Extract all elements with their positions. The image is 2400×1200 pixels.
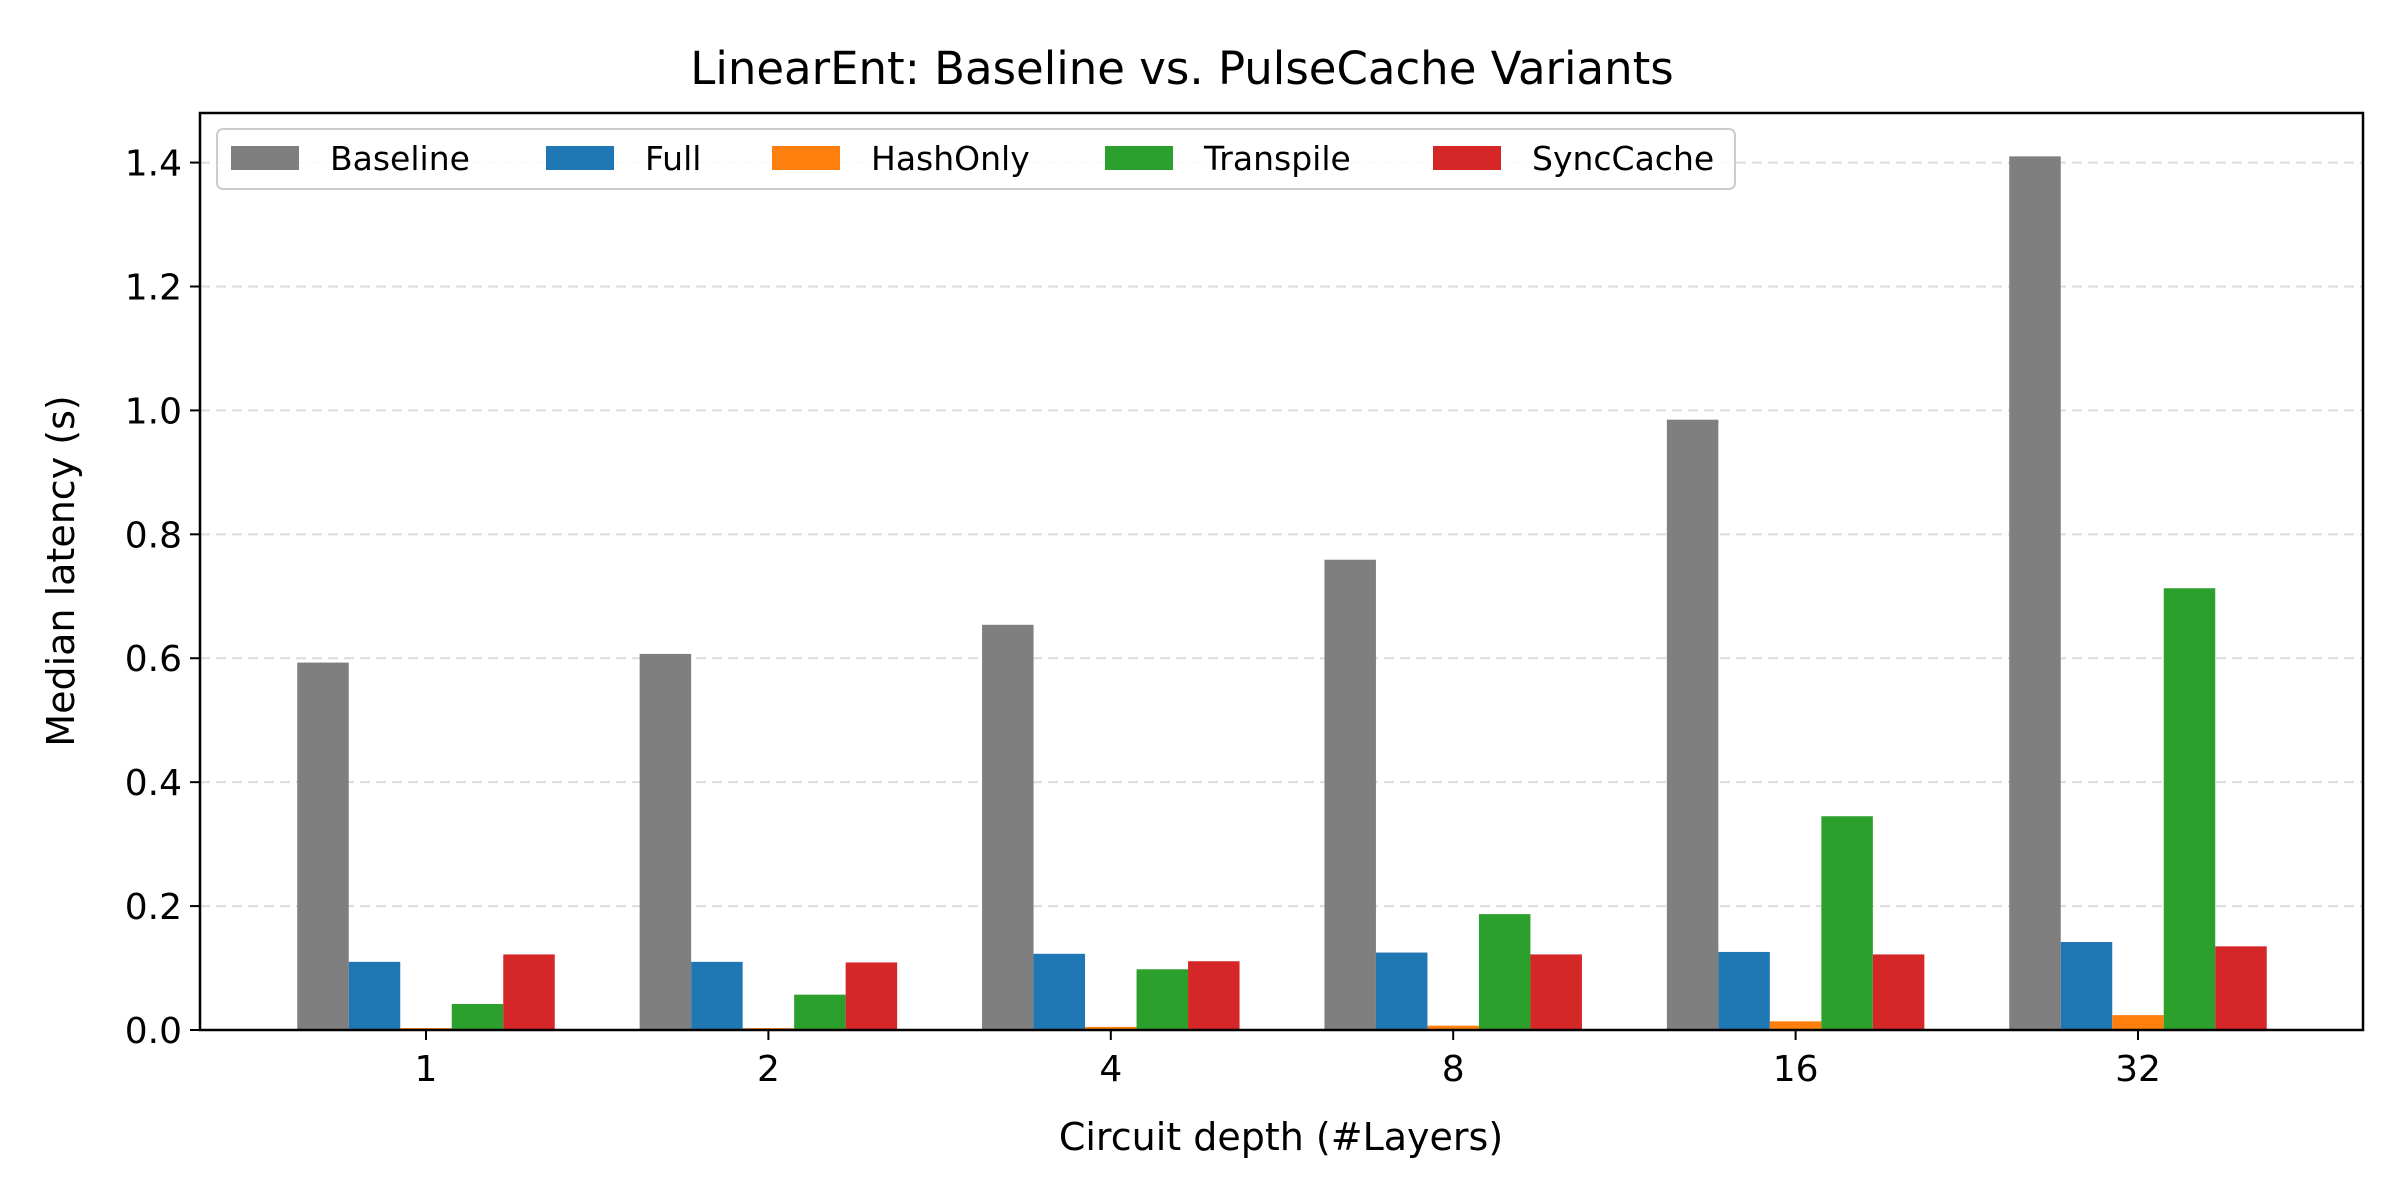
legend-label-transpile: Transpile xyxy=(1203,139,1351,178)
bar-synccache-2 xyxy=(845,962,898,1030)
legend-label-synccache: SyncCache xyxy=(1532,139,1714,178)
bar-hashonly-16 xyxy=(1769,1021,1822,1030)
bar-baseline-2 xyxy=(639,653,692,1030)
bar-synccache-32 xyxy=(2215,946,2267,1030)
bar-hashonly-4 xyxy=(1085,1026,1137,1030)
x-tick-label: 32 xyxy=(2115,1049,2161,1090)
legend-swatch-transpile xyxy=(1105,146,1173,170)
bar-full-2 xyxy=(691,961,743,1030)
bar-full-16 xyxy=(1718,951,1770,1030)
x-tick-label: 8 xyxy=(1442,1049,1465,1090)
x-tick-label: 16 xyxy=(1773,1049,1819,1090)
bar-transpile-1 xyxy=(451,1003,504,1030)
bar-transpile-16 xyxy=(1821,816,1873,1030)
bar-baseline-16 xyxy=(1666,419,1719,1030)
legend-swatch-hashonly xyxy=(772,146,840,170)
y-tick-label: 0.8 xyxy=(125,515,182,556)
bar-full-1 xyxy=(348,961,401,1030)
y-axis-ticks: 0.0 0.2 0.4 0.6 0.8 1.0 1.2 1.4 xyxy=(125,144,200,1052)
y-tick-label: 1.4 xyxy=(125,144,182,185)
bar-synccache-1 xyxy=(503,954,555,1030)
bar-transpile-4 xyxy=(1136,969,1189,1030)
bar-baseline-4 xyxy=(982,624,1034,1030)
legend-swatch-full xyxy=(546,146,614,170)
bar-full-8 xyxy=(1375,952,1428,1030)
bar-baseline-8 xyxy=(1324,559,1376,1030)
x-axis-ticks: 1 2 4 8 16 32 xyxy=(415,1030,2161,1090)
legend-label-baseline: Baseline xyxy=(330,139,470,178)
bar-full-32 xyxy=(2060,942,2113,1030)
y-tick-label: 0.2 xyxy=(125,887,182,928)
bar-transpile-8 xyxy=(1478,914,1531,1030)
y-tick-label: 1.2 xyxy=(125,267,182,308)
x-tick-label: 1 xyxy=(415,1049,438,1090)
x-tick-label: 4 xyxy=(1099,1049,1122,1090)
bar-synccache-4 xyxy=(1188,961,1240,1030)
x-axis-title: Circuit depth (#Layers) xyxy=(1059,1115,1503,1159)
legend-swatch-baseline xyxy=(231,146,299,170)
legend: Baseline Full HashOnly Transpile SyncCache xyxy=(216,128,1736,190)
y-tick-label: 0.4 xyxy=(125,763,182,804)
bars xyxy=(297,156,2267,1030)
legend-box xyxy=(216,128,1736,190)
bar-transpile-2 xyxy=(794,994,846,1030)
legend-swatch-synccache xyxy=(1433,146,1501,170)
x-tick-label: 2 xyxy=(757,1049,780,1090)
y-axis-title: Median latency (s) xyxy=(39,395,83,746)
legend-label-full: Full xyxy=(645,139,701,178)
bar-synccache-16 xyxy=(1872,954,1925,1030)
bar-baseline-1 xyxy=(297,662,349,1030)
y-tick-label: 0.0 xyxy=(125,1011,182,1052)
legend-label-hashonly: HashOnly xyxy=(871,139,1030,178)
y-tick-label: 1.0 xyxy=(125,391,182,432)
bar-synccache-8 xyxy=(1530,954,1582,1030)
chart-title: LinearEnt: Baseline vs. PulseCache Varia… xyxy=(690,42,1674,95)
bar-hashonly-8 xyxy=(1427,1025,1479,1030)
bar-transpile-32 xyxy=(2163,588,2216,1030)
bar-hashonly-32 xyxy=(2112,1015,2164,1030)
bar-baseline-32 xyxy=(2009,156,2061,1030)
y-tick-label: 0.6 xyxy=(125,639,182,680)
bar-full-4 xyxy=(1033,953,1086,1030)
plot-frame xyxy=(198,111,2365,1032)
